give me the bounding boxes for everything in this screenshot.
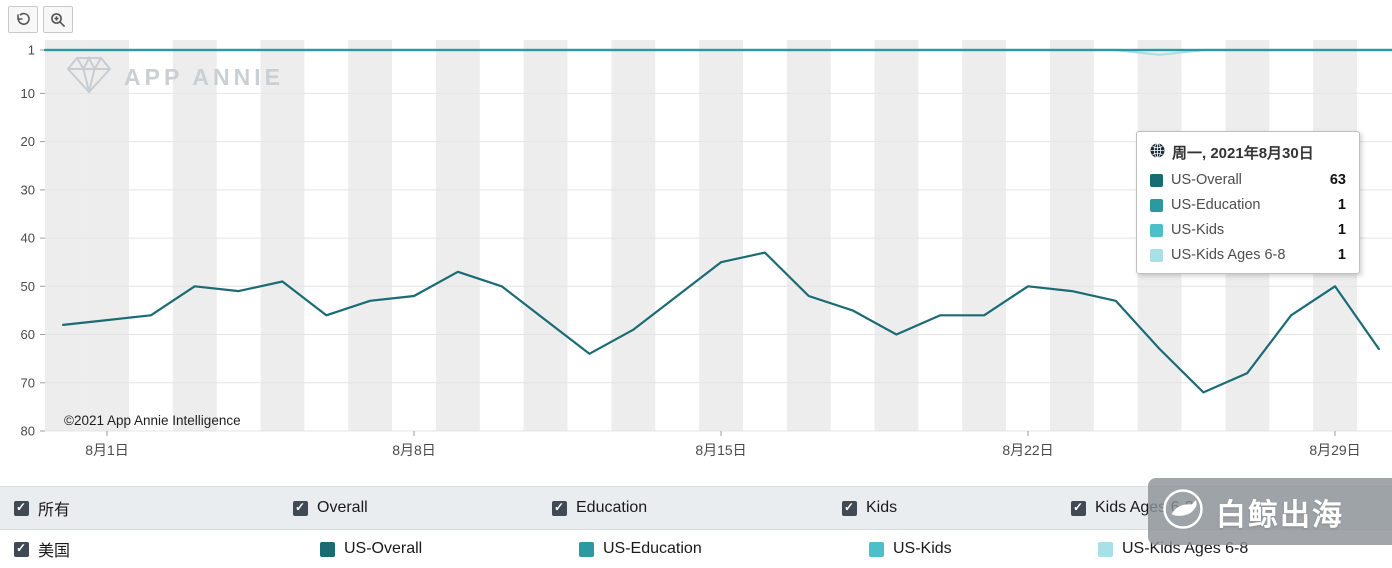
svg-text:8月8日: 8月8日 xyxy=(392,442,436,458)
reset-icon xyxy=(15,12,31,28)
y-axis: 1 10 20 30 40 50 60 70 80 xyxy=(21,43,1392,439)
baijing-chuhai-watermark: 白鲸出海 xyxy=(1148,478,1392,545)
tooltip-row: US-Kids Ages 6-8 1 xyxy=(1150,247,1346,263)
chart-toolbar xyxy=(8,6,73,33)
tooltip-series-value: 1 xyxy=(1337,222,1346,238)
legend-filter-education: Education xyxy=(552,499,842,517)
tooltip-date: 周一, 2021年8月30日 xyxy=(1172,145,1314,162)
legend-label-overall: Overall xyxy=(317,499,368,516)
legend-series-us-education: US-Education xyxy=(552,540,842,558)
legend-label-us: 美国 xyxy=(38,543,71,560)
legend-series-label: US-Kids xyxy=(893,540,952,557)
tooltip-row: US-Kids 1 xyxy=(1150,222,1346,238)
globe-icon xyxy=(1150,143,1165,162)
whale-logo-icon xyxy=(1162,488,1204,535)
tooltip-series-label: US-Kids xyxy=(1171,222,1225,238)
svg-text:8月15日: 8月15日 xyxy=(695,442,746,458)
series-swatch-us-kids xyxy=(869,541,884,557)
checkbox-kids-ages-6-8[interactable] xyxy=(1071,500,1086,516)
tooltip-series-label: US-Kids Ages 6-8 xyxy=(1171,247,1286,263)
svg-text:8月22日: 8月22日 xyxy=(1002,442,1053,458)
svg-text:80: 80 xyxy=(21,424,35,439)
svg-text:8月1日: 8月1日 xyxy=(85,442,129,458)
checkbox-overall[interactable] xyxy=(293,500,308,516)
tooltip-series-value: 63 xyxy=(1329,172,1346,188)
magnifier-plus-icon xyxy=(50,12,66,28)
svg-text:8月29日: 8月29日 xyxy=(1309,442,1360,458)
rank-chart[interactable]: 1 10 20 30 40 50 60 70 80 8月1日 8月8日 8月15日 8月22日 8月29日 xyxy=(0,0,1392,470)
legend-series-label: US-Education xyxy=(603,540,702,557)
svg-text:20: 20 xyxy=(21,134,35,149)
svg-text:40: 40 xyxy=(21,231,35,246)
legend-label-education: Education xyxy=(576,499,648,516)
tooltip-series-label: US-Overall xyxy=(1171,172,1242,188)
legend-label-all: 所有 xyxy=(38,502,71,519)
svg-text:1: 1 xyxy=(28,43,35,58)
series-line-US-Overall xyxy=(61,251,1381,394)
legend-filter-overall: Overall xyxy=(293,499,552,517)
legend-filter-us: 美国 xyxy=(14,537,293,561)
series-swatch-us-kids-ages-6-8 xyxy=(1150,248,1163,262)
x-axis: 8月1日 8月8日 8月15日 8月22日 8月29日 xyxy=(85,431,1361,458)
svg-text:60: 60 xyxy=(21,327,35,342)
series-swatch-us-education xyxy=(1150,198,1163,212)
svg-text:50: 50 xyxy=(21,279,35,294)
legend-filter-kids: Kids xyxy=(842,499,1071,517)
copyright-text: ©2021 App Annie Intelligence xyxy=(64,413,241,428)
checkbox-all[interactable] xyxy=(14,500,29,516)
series-swatch-us-education xyxy=(579,541,594,557)
tooltip-series-value: 1 xyxy=(1337,197,1346,213)
tooltip-header: 周一, 2021年8月30日 xyxy=(1150,142,1346,163)
legend-filter-all: 所有 xyxy=(14,496,293,520)
tooltip-series-label: US-Education xyxy=(1171,197,1261,213)
tooltip-row: US-Overall 63 xyxy=(1150,172,1346,188)
tooltip-row: US-Education 1 xyxy=(1150,197,1346,213)
legend-series-us-overall: US-Overall xyxy=(293,540,552,558)
series-swatch-us-kids-ages-6-8 xyxy=(1098,541,1113,557)
checkbox-kids[interactable] xyxy=(842,500,857,516)
series-swatch-us-overall xyxy=(1150,173,1163,187)
weekday-stripes xyxy=(45,40,1357,431)
series-swatch-us-overall xyxy=(320,541,335,557)
checkbox-education[interactable] xyxy=(552,500,567,516)
reset-view-button[interactable] xyxy=(8,6,38,33)
legend-series-label: US-Overall xyxy=(344,540,423,557)
checkbox-us[interactable] xyxy=(14,541,29,557)
chart-tooltip: 周一, 2021年8月30日 US-Overall 63 US-Educatio… xyxy=(1136,131,1360,274)
zoom-in-button[interactable] xyxy=(43,6,73,33)
chart-region: 1 10 20 30 40 50 60 70 80 8月1日 8月8日 8月15日 8月22日 8月29日 xyxy=(0,0,1392,470)
tooltip-series-value: 1 xyxy=(1337,247,1346,263)
svg-text:30: 30 xyxy=(21,182,35,197)
legend-label-kids: Kids xyxy=(866,499,898,516)
svg-text:70: 70 xyxy=(21,375,35,390)
legend-series-us-kids: US-Kids xyxy=(842,540,1071,558)
watermark-text: 白鲸出海 xyxy=(1216,498,1344,532)
svg-text:10: 10 xyxy=(21,86,35,101)
series-lines xyxy=(43,48,1392,394)
series-swatch-us-kids xyxy=(1150,223,1163,237)
